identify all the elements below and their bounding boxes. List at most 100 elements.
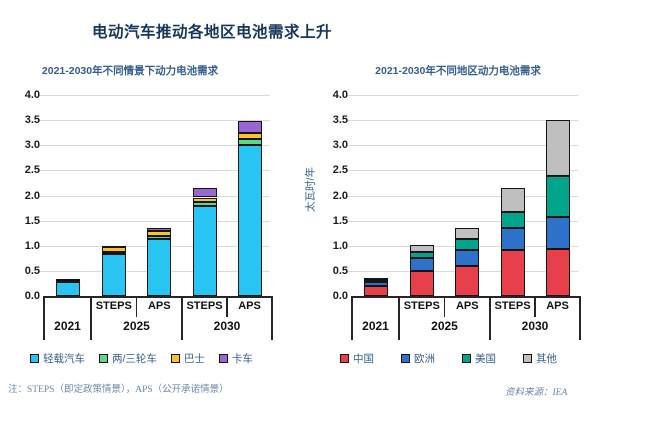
legend-label: 其他 [536,353,557,365]
gridline [346,195,578,197]
bar-segment-中国 [500,250,525,296]
x-axis-scenario-label: APS [147,300,171,312]
y-tick-label: 2.5 [24,164,40,177]
bar-segment-巴士 [237,132,262,140]
x-axis-scenario-label: STEPS [95,300,132,312]
legend-item-轻载汽车: 轻载汽车 [30,351,85,366]
axis-table-border [489,296,491,340]
legend-label: 轻载汽车 [43,353,85,365]
bar-segment-两/三轮车 [101,251,126,255]
legend-swatch [462,354,471,363]
gridline [38,120,270,122]
page-title: 电动汽车推动各地区电池需求上升 [92,24,333,41]
legend-swatch [99,354,108,363]
gridline [346,120,578,122]
bar-segment-欧洲 [363,281,388,286]
bar-segment-两/三轮车 [147,235,172,240]
x-axis-year-label: 2025 [123,319,150,333]
gridline [346,220,578,222]
bar-segment-卡车 [192,188,217,198]
y-tick-label: 3.5 [24,114,40,127]
chart-subtitle: 2021-2030年不同地区动力电池需求 [375,65,541,77]
gridline [38,195,270,197]
axis-table-border [90,296,92,340]
legend-label: 巴士 [183,353,205,365]
chart-subtitle: 2021-2030年不同情景下动力电池需求 [41,65,219,77]
bar-segment-轻载汽车 [192,205,217,296]
bar-segment-其他 [409,245,434,253]
legend-label: 卡车 [231,353,253,365]
bar-segment-中国 [409,271,434,296]
bar-segment-欧洲 [409,258,434,272]
x-axis-scenario-label: APS [455,300,479,312]
gridline [346,95,578,96]
axis-table-divider [534,296,536,317]
y-tick-label: 0.0 [332,290,348,302]
gridline [38,95,270,96]
bar-segment-轻载汽车 [101,254,126,296]
legend: 轻载汽车 两/三轮车 巴士 卡车 [30,351,253,366]
bar-segment-中国 [455,266,480,296]
bar-segment-卡车 [147,228,172,231]
legend-item-中国: 中国 [340,351,374,366]
y-tick-label: 1.0 [332,239,348,252]
y-tick-label: 2.5 [332,164,348,177]
y-tick-label: 1.5 [24,214,40,227]
legend-label: 欧洲 [414,353,435,365]
legend-label: 美国 [475,353,496,365]
bar-segment-轻载汽车 [55,281,80,296]
legend-item-卡车: 卡车 [218,351,253,366]
x-axis-year-label: 2030 [213,319,241,333]
y-axis-label: 太瓦时/年 [304,167,317,212]
y-tick-label: 0.5 [24,264,40,277]
legend-item-两/三轮车: 两/三轮车 [99,351,157,366]
legend-item-欧洲: 欧洲 [401,351,435,366]
footnote: 注：STEPS（即定政策情景），APS（公开承诺情景） [8,385,229,395]
axis-table-divider [443,296,446,317]
x-axis-scenario-label: STEPS [403,300,440,312]
bar-segment-两/三轮车 [237,139,262,146]
bar-segment-轻载汽车 [237,145,262,296]
y-tick-label: 4.0 [332,89,348,101]
bar-segment-中国 [363,285,388,296]
bar-segment-美国 [455,239,480,250]
legend-item-巴士: 巴士 [170,351,205,366]
bar-segment-美国 [545,175,570,217]
bar-segment-两/三轮车 [192,202,217,206]
bar-segment-巴士 [147,230,172,236]
bar-segment-其他 [545,120,570,176]
legend-swatch [523,354,532,363]
gridline [346,170,578,172]
source-credit: 资料来源：IEA [505,388,568,398]
legend-swatch [170,354,180,363]
gridline [38,220,270,222]
axis-table-border [579,296,581,340]
x-axis-line [44,296,272,298]
bar-segment-美国 [363,279,388,282]
y-tick-label: 2.0 [332,189,348,202]
bar-segment-其他 [500,187,525,213]
legend-swatch [30,354,39,363]
x-axis-line [352,296,580,298]
y-tick-label: 2.0 [24,189,40,202]
bar-segment-轻载汽车 [147,239,172,296]
axis-table-divider [135,296,138,317]
bar-segment-其他 [363,278,388,281]
bar-segment-其他 [455,228,480,240]
x-axis-scenario-label: STEPS [186,300,223,312]
y-tick-label: 3.0 [24,139,40,152]
legend: 中国 欧洲 美国 其他 [340,351,557,366]
x-axis-scenario-label: APS [238,300,261,312]
axis-table-divider [226,296,228,317]
gridline [38,145,270,147]
legend-swatch [218,354,228,363]
axis-table-border [271,296,273,340]
legend-swatch [401,354,410,363]
bar-segment-卡车 [55,278,80,281]
y-tick-label: 1.0 [24,239,40,252]
x-axis-year-label: 2030 [521,319,549,333]
y-tick-label: 4.0 [24,89,40,101]
